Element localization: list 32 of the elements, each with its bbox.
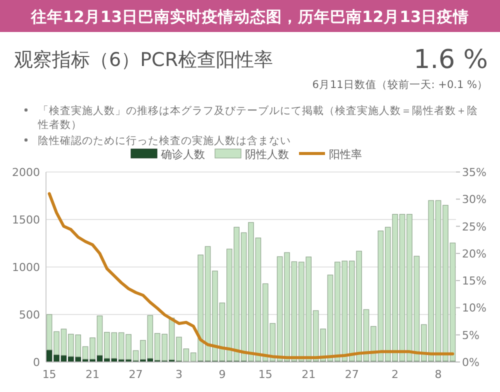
y2-tick-label: 35% [462,166,486,179]
y-tick-label: 0 [33,356,40,369]
y2-tick-label: 30% [462,193,486,206]
chart-title: 观察指标（6）PCR检查阳性率 [14,49,274,71]
legend-label: 阴性人数 [245,148,289,161]
x-tick-label: 3 [175,368,182,381]
text: 「検査実施人数」の推移は本グラフ及びテーブルにて掲載（検査実施人数＝陽性者数＋陰性者数） [37,104,478,131]
text: 往年12月13日巴南实时疫情动态图，历年巴南12月13日疫情 [30,8,470,26]
legend-label: 阳性率 [329,148,362,161]
y-tick-label: 1000 [12,261,40,274]
y-tick-label: 500 [19,308,40,322]
x-tick-label: 27 [128,368,143,381]
y2-tick-label: 25% [462,220,486,234]
y2-tick-label: 10% [462,302,486,315]
x-tick-label: 27 [344,368,359,381]
x-tick-label: 21 [302,368,316,381]
x-tick-label: 2 [392,368,399,381]
y2-tick-label: 15% [462,274,486,288]
text: 陰性確認のために行った検査の実施人数は含まない [38,134,291,147]
text: 1.6 % [414,45,488,75]
y-tick-label: 2000 [12,166,40,179]
y-tick-label: 1500 [12,214,40,226]
y2-tick-label: 5% [462,328,480,342]
x-tick-label: 15 [42,368,56,381]
y2-tick-label: 20% [462,247,486,260]
x-tick-label: 21 [86,368,100,381]
text: 6月11日数值（较前一天: +0.1 %） [312,78,488,91]
x-tick-label: 15 [258,368,272,381]
legend-label: 确诊人数 [160,148,205,161]
y2-tick-label: 0% [462,356,480,369]
x-tick-label: 8 [434,368,442,381]
x-tick-label: 9 [218,368,226,381]
